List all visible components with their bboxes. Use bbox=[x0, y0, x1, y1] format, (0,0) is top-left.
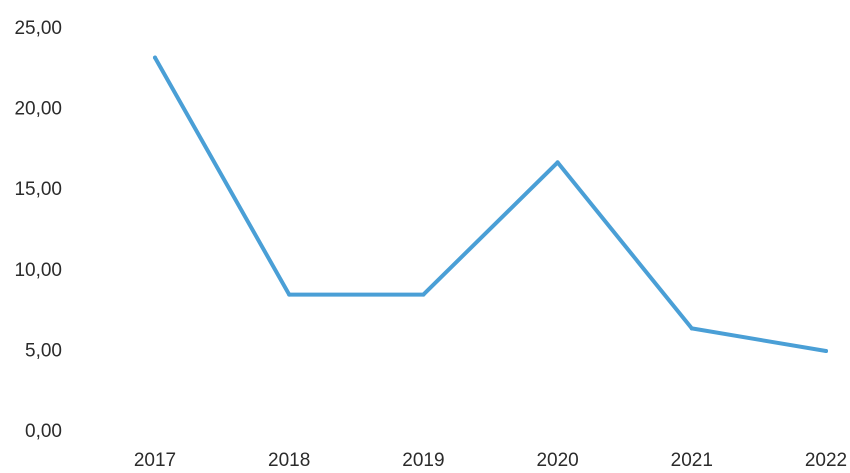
series-layer bbox=[153, 55, 828, 354]
y-tick-label: 15,00 bbox=[14, 179, 62, 200]
y-tick-label: 5,00 bbox=[25, 340, 62, 361]
y-axis-labels: 0,00 5,00 10,00 15,00 20,00 25,00 bbox=[14, 18, 62, 442]
data-point bbox=[689, 326, 694, 331]
x-tick-label: 2019 bbox=[402, 450, 444, 471]
series-line bbox=[153, 55, 828, 353]
y-tick-label: 10,00 bbox=[14, 260, 62, 281]
y-tick-label: 20,00 bbox=[14, 99, 62, 120]
data-point bbox=[824, 349, 828, 354]
data-point bbox=[287, 292, 292, 297]
x-tick-label: 2021 bbox=[671, 450, 713, 471]
y-tick-label: 0,00 bbox=[25, 421, 62, 442]
x-tick-label: 2020 bbox=[536, 450, 578, 471]
y-tick-label: 25,00 bbox=[14, 18, 62, 39]
x-axis-labels: 2017 2018 2019 2020 2021 2022 bbox=[134, 450, 847, 471]
x-tick-label: 2018 bbox=[268, 450, 310, 471]
data-point bbox=[153, 55, 157, 60]
x-tick-label: 2017 bbox=[134, 450, 176, 471]
x-tick-label: 2022 bbox=[805, 450, 847, 471]
data-point bbox=[555, 160, 560, 165]
data-point bbox=[421, 292, 426, 297]
